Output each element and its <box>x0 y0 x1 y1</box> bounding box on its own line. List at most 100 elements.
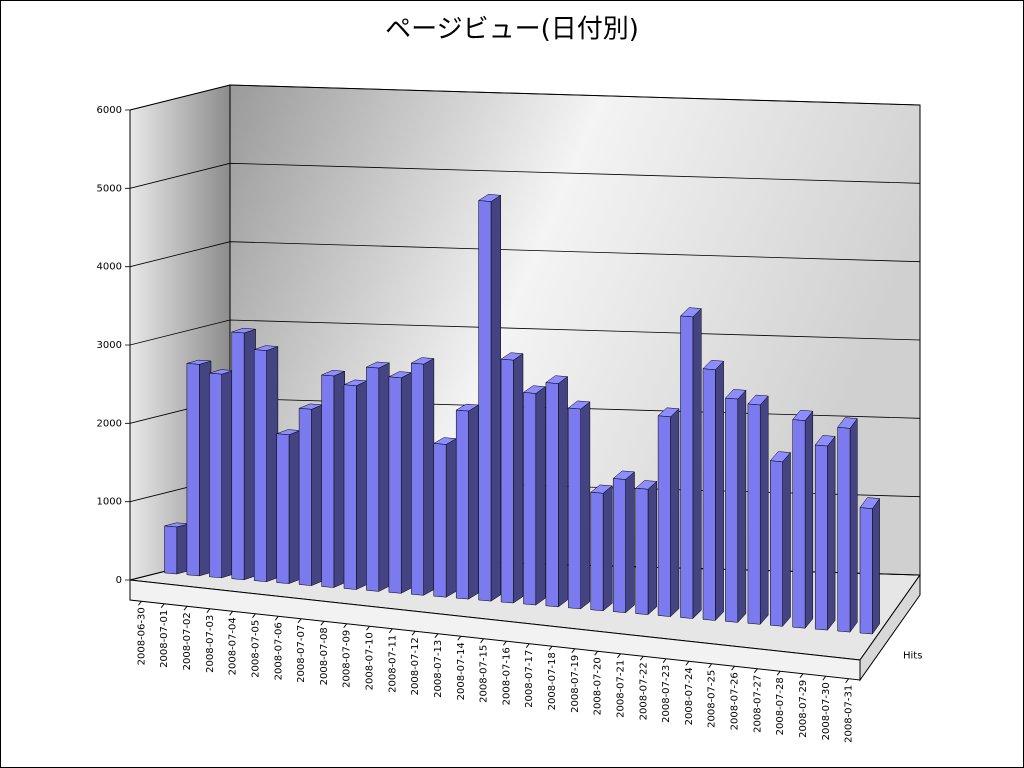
x-tick <box>411 630 416 636</box>
bar-side <box>378 362 390 592</box>
bar-side <box>333 370 345 588</box>
x-tick-label: 2008-07-20 <box>593 657 604 715</box>
grid-line <box>125 241 921 268</box>
x-tick <box>160 603 165 609</box>
x-tick-label: 2008-07-18 <box>547 652 558 710</box>
x-tick-label: 2008-07-11 <box>387 635 398 693</box>
bar-front <box>455 409 469 600</box>
x-tick <box>206 608 211 614</box>
bar <box>545 375 569 608</box>
bar-front <box>568 407 581 610</box>
bar-front <box>276 433 290 584</box>
grid-line <box>125 162 921 189</box>
bar-front <box>366 366 380 592</box>
x-tick <box>776 670 781 676</box>
x-tick-label: 2008-07-10 <box>365 632 376 690</box>
bar-side <box>872 497 880 635</box>
bar <box>298 403 323 586</box>
bar-side <box>737 389 747 624</box>
bar <box>522 385 546 606</box>
bar <box>477 194 502 602</box>
bar <box>231 327 256 581</box>
bar-side <box>288 430 301 584</box>
bar-front <box>500 358 514 604</box>
y-tick-label: 4000 <box>97 262 122 273</box>
bar-side <box>804 410 814 629</box>
x-tick <box>457 635 462 641</box>
bar-side <box>625 471 635 614</box>
x-tick <box>480 638 484 644</box>
bar-front <box>186 363 200 577</box>
bar-front <box>433 443 447 598</box>
series-label: Hits <box>903 650 922 661</box>
x-tick-label: 2008-07-13 <box>433 640 444 698</box>
bar-side <box>445 438 457 598</box>
bar <box>253 345 279 583</box>
x-tick-label: 2008-07-31 <box>844 685 855 743</box>
x-tick <box>571 648 576 654</box>
bar-front <box>590 491 604 612</box>
bar-front <box>343 384 357 590</box>
x-tick-label: 2008-07-16 <box>501 647 512 705</box>
x-tick-label: 2008-07-02 <box>182 612 193 670</box>
bar-side <box>715 360 724 622</box>
x-tick <box>434 633 439 639</box>
bar <box>792 409 814 629</box>
bar-front <box>209 372 222 579</box>
x-tick-label: 2008-07-17 <box>524 650 535 708</box>
x-tick-label: 2008-07-08 <box>319 627 330 685</box>
x-tick-label: 2008-07-09 <box>342 630 353 688</box>
x-tick <box>366 625 370 631</box>
bar-front <box>231 331 245 581</box>
floor-side <box>859 573 921 682</box>
x-tick-label: 2008-07-26 <box>730 672 741 730</box>
bar-side <box>827 435 836 631</box>
bar <box>432 437 458 598</box>
bar <box>724 389 747 624</box>
bar-front <box>814 444 828 631</box>
x-tick <box>343 623 348 629</box>
bar-side <box>423 358 435 596</box>
x-tick <box>183 605 188 611</box>
bar <box>635 480 658 616</box>
x-tick <box>731 665 735 671</box>
bar-side <box>849 417 858 633</box>
bar <box>612 470 636 614</box>
x-tick-label: 2008-07-23 <box>661 665 672 723</box>
x-tick <box>799 673 804 679</box>
x-tick-label: 2008-07-12 <box>410 637 421 695</box>
bar-front <box>298 408 312 586</box>
bar <box>387 371 413 594</box>
x-tick <box>594 650 599 656</box>
x-tick <box>708 663 713 669</box>
bar-side <box>759 395 769 625</box>
bar-front <box>837 427 851 633</box>
bar-front <box>680 315 694 619</box>
bar <box>365 361 391 592</box>
bar-side <box>692 308 702 620</box>
x-tick-label: 2008-07-06 <box>273 622 284 680</box>
x-tick-label: 2008-07-07 <box>296 625 307 683</box>
x-tick-label: 2008-07-14 <box>456 642 467 700</box>
bar-side <box>243 328 256 581</box>
x-tick-label: 2008-07-03 <box>205 615 216 673</box>
bar <box>343 379 368 590</box>
bar-front <box>478 200 492 602</box>
x-tick <box>617 653 621 659</box>
bar-front <box>635 487 649 615</box>
y-tick-label: 2000 <box>97 418 122 429</box>
bar <box>590 484 613 612</box>
bar-side <box>490 194 501 602</box>
x-tick <box>297 618 302 624</box>
x-tick-label: 2008-07-21 <box>615 660 626 718</box>
bar-side <box>602 485 613 612</box>
y-tick-label: 5000 <box>97 183 122 194</box>
bar-side <box>311 404 323 586</box>
x-tick-label: 2008-07-28 <box>775 677 786 735</box>
bar-front <box>164 525 178 575</box>
bar <box>410 357 435 596</box>
x-tick <box>662 658 667 664</box>
bar <box>209 369 234 579</box>
bar <box>164 522 189 575</box>
